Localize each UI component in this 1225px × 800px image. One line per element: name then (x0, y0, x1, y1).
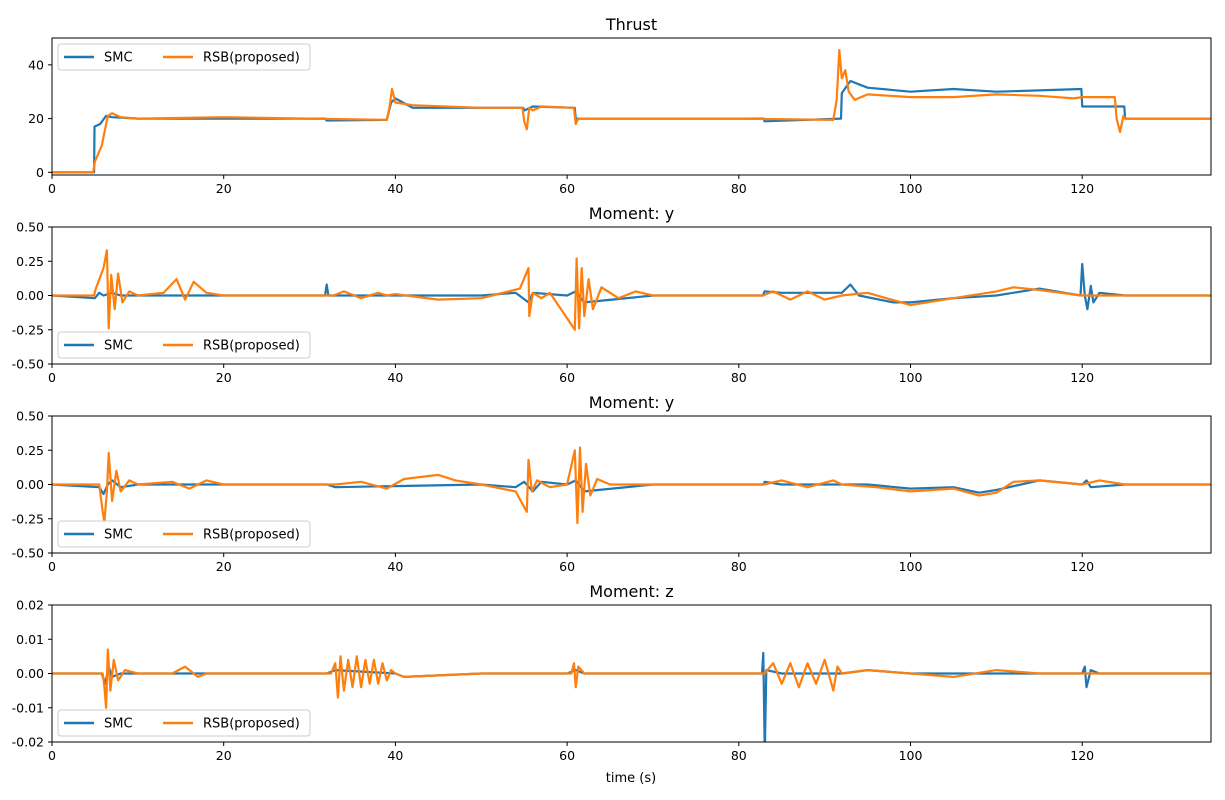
x-tick-label: 40 (387, 559, 403, 574)
x-tick-label: 60 (559, 559, 575, 574)
subplot-title: Moment: y (589, 393, 674, 412)
y-tick-label: 40 (28, 57, 44, 72)
legend-label: RSB(proposed) (203, 339, 300, 354)
x-tick-label: 80 (731, 370, 747, 385)
y-tick-label: 0.00 (16, 666, 44, 681)
y-tick-label: 0.00 (16, 288, 44, 303)
legend-label: SMC (104, 528, 133, 543)
y-tick-label: 0 (36, 165, 44, 180)
y-tick-label: -0.25 (12, 511, 44, 526)
series-line-smc (52, 262, 1211, 311)
y-tick-label: -0.50 (12, 546, 44, 561)
legend-label: SMC (104, 339, 133, 354)
x-tick-label: 100 (899, 370, 923, 385)
x-tick-label: 20 (216, 559, 232, 574)
axes-frame (51, 37, 1212, 176)
subplot-title: Moment: y (589, 204, 674, 223)
x-tick-label: 60 (559, 748, 575, 763)
legend: SMC RSB(proposed) (57, 709, 311, 737)
x-tick-label: 100 (899, 181, 923, 196)
legend-label: SMC (104, 51, 133, 66)
y-tick-label: -0.02 (12, 735, 44, 750)
subplot-title: Moment: z (589, 582, 673, 601)
series-line-rsb (52, 648, 1211, 709)
x-tick-label: 0 (48, 181, 56, 196)
x-tick-label: 0 (48, 748, 56, 763)
subplot-4: Moment: z 0 20 40 60 80 100 120 -0.02 -0.01 0.00 0.… (12, 582, 1212, 763)
x-tick-label: 120 (1070, 370, 1094, 385)
series-line-smc (52, 479, 1211, 496)
y-tick-label: 0.25 (16, 254, 44, 269)
y-tick-label: 20 (28, 111, 44, 126)
x-tick-label: 100 (899, 559, 923, 574)
subplot-grid: Thrust 0 20 40 60 80 100 120 0 20 40 SMC RSB(propose… (12, 15, 1212, 763)
series-line-rsb (52, 249, 1211, 331)
y-tick-label: 0.50 (16, 220, 44, 235)
legend-label: RSB(proposed) (203, 528, 300, 543)
x-tick-label: 0 (48, 370, 56, 385)
x-tick-label: 20 (216, 370, 232, 385)
y-tick-label: 0.00 (16, 477, 44, 492)
x-axis-label: time (s) (606, 771, 656, 786)
x-tick-label: 60 (559, 370, 575, 385)
y-tick-label: -0.25 (12, 322, 44, 337)
x-tick-label: 60 (559, 181, 575, 196)
legend-label: SMC (104, 717, 133, 732)
y-tick-label: -0.50 (12, 357, 44, 372)
subplot-2: Moment: y 0 20 40 60 80 100 120 -0.50 -0.25 0.00 0.… (12, 204, 1212, 385)
x-tick-label: 20 (216, 181, 232, 196)
x-tick-label: 0 (48, 559, 56, 574)
y-tick-label: 0.25 (16, 443, 44, 458)
y-tick-label: 0.50 (16, 409, 44, 424)
legend-label: RSB(proposed) (203, 717, 300, 732)
x-tick-label: 20 (216, 748, 232, 763)
y-tick-label: 0.02 (16, 598, 44, 613)
subplot-title: Thrust (605, 15, 657, 34)
x-tick-label: 120 (1070, 559, 1094, 574)
series-line-rsb (52, 48, 1211, 174)
legend: SMC RSB(proposed) (57, 520, 311, 548)
legend-label: RSB(proposed) (203, 51, 300, 66)
legend: SMC RSB(proposed) (57, 43, 311, 71)
x-tick-label: 80 (731, 748, 747, 763)
subplot-1: Thrust 0 20 40 60 80 100 120 0 20 40 SMC RSB(propose… (28, 15, 1212, 196)
x-tick-label: 120 (1070, 181, 1094, 196)
x-tick-label: 120 (1070, 748, 1094, 763)
subplot-3: Moment: y 0 20 40 60 80 100 120 -0.50 -0.25 0.00 0.… (12, 393, 1212, 574)
y-tick-label: 0.01 (16, 632, 44, 647)
legend: SMC RSB(proposed) (57, 331, 311, 359)
x-tick-label: 80 (731, 559, 747, 574)
series-line-rsb (52, 446, 1211, 525)
x-tick-label: 80 (731, 181, 747, 196)
y-tick-label: -0.01 (12, 700, 44, 715)
x-tick-label: 40 (387, 370, 403, 385)
x-tick-label: 100 (899, 748, 923, 763)
x-tick-label: 40 (387, 748, 403, 763)
x-tick-label: 40 (387, 181, 403, 196)
